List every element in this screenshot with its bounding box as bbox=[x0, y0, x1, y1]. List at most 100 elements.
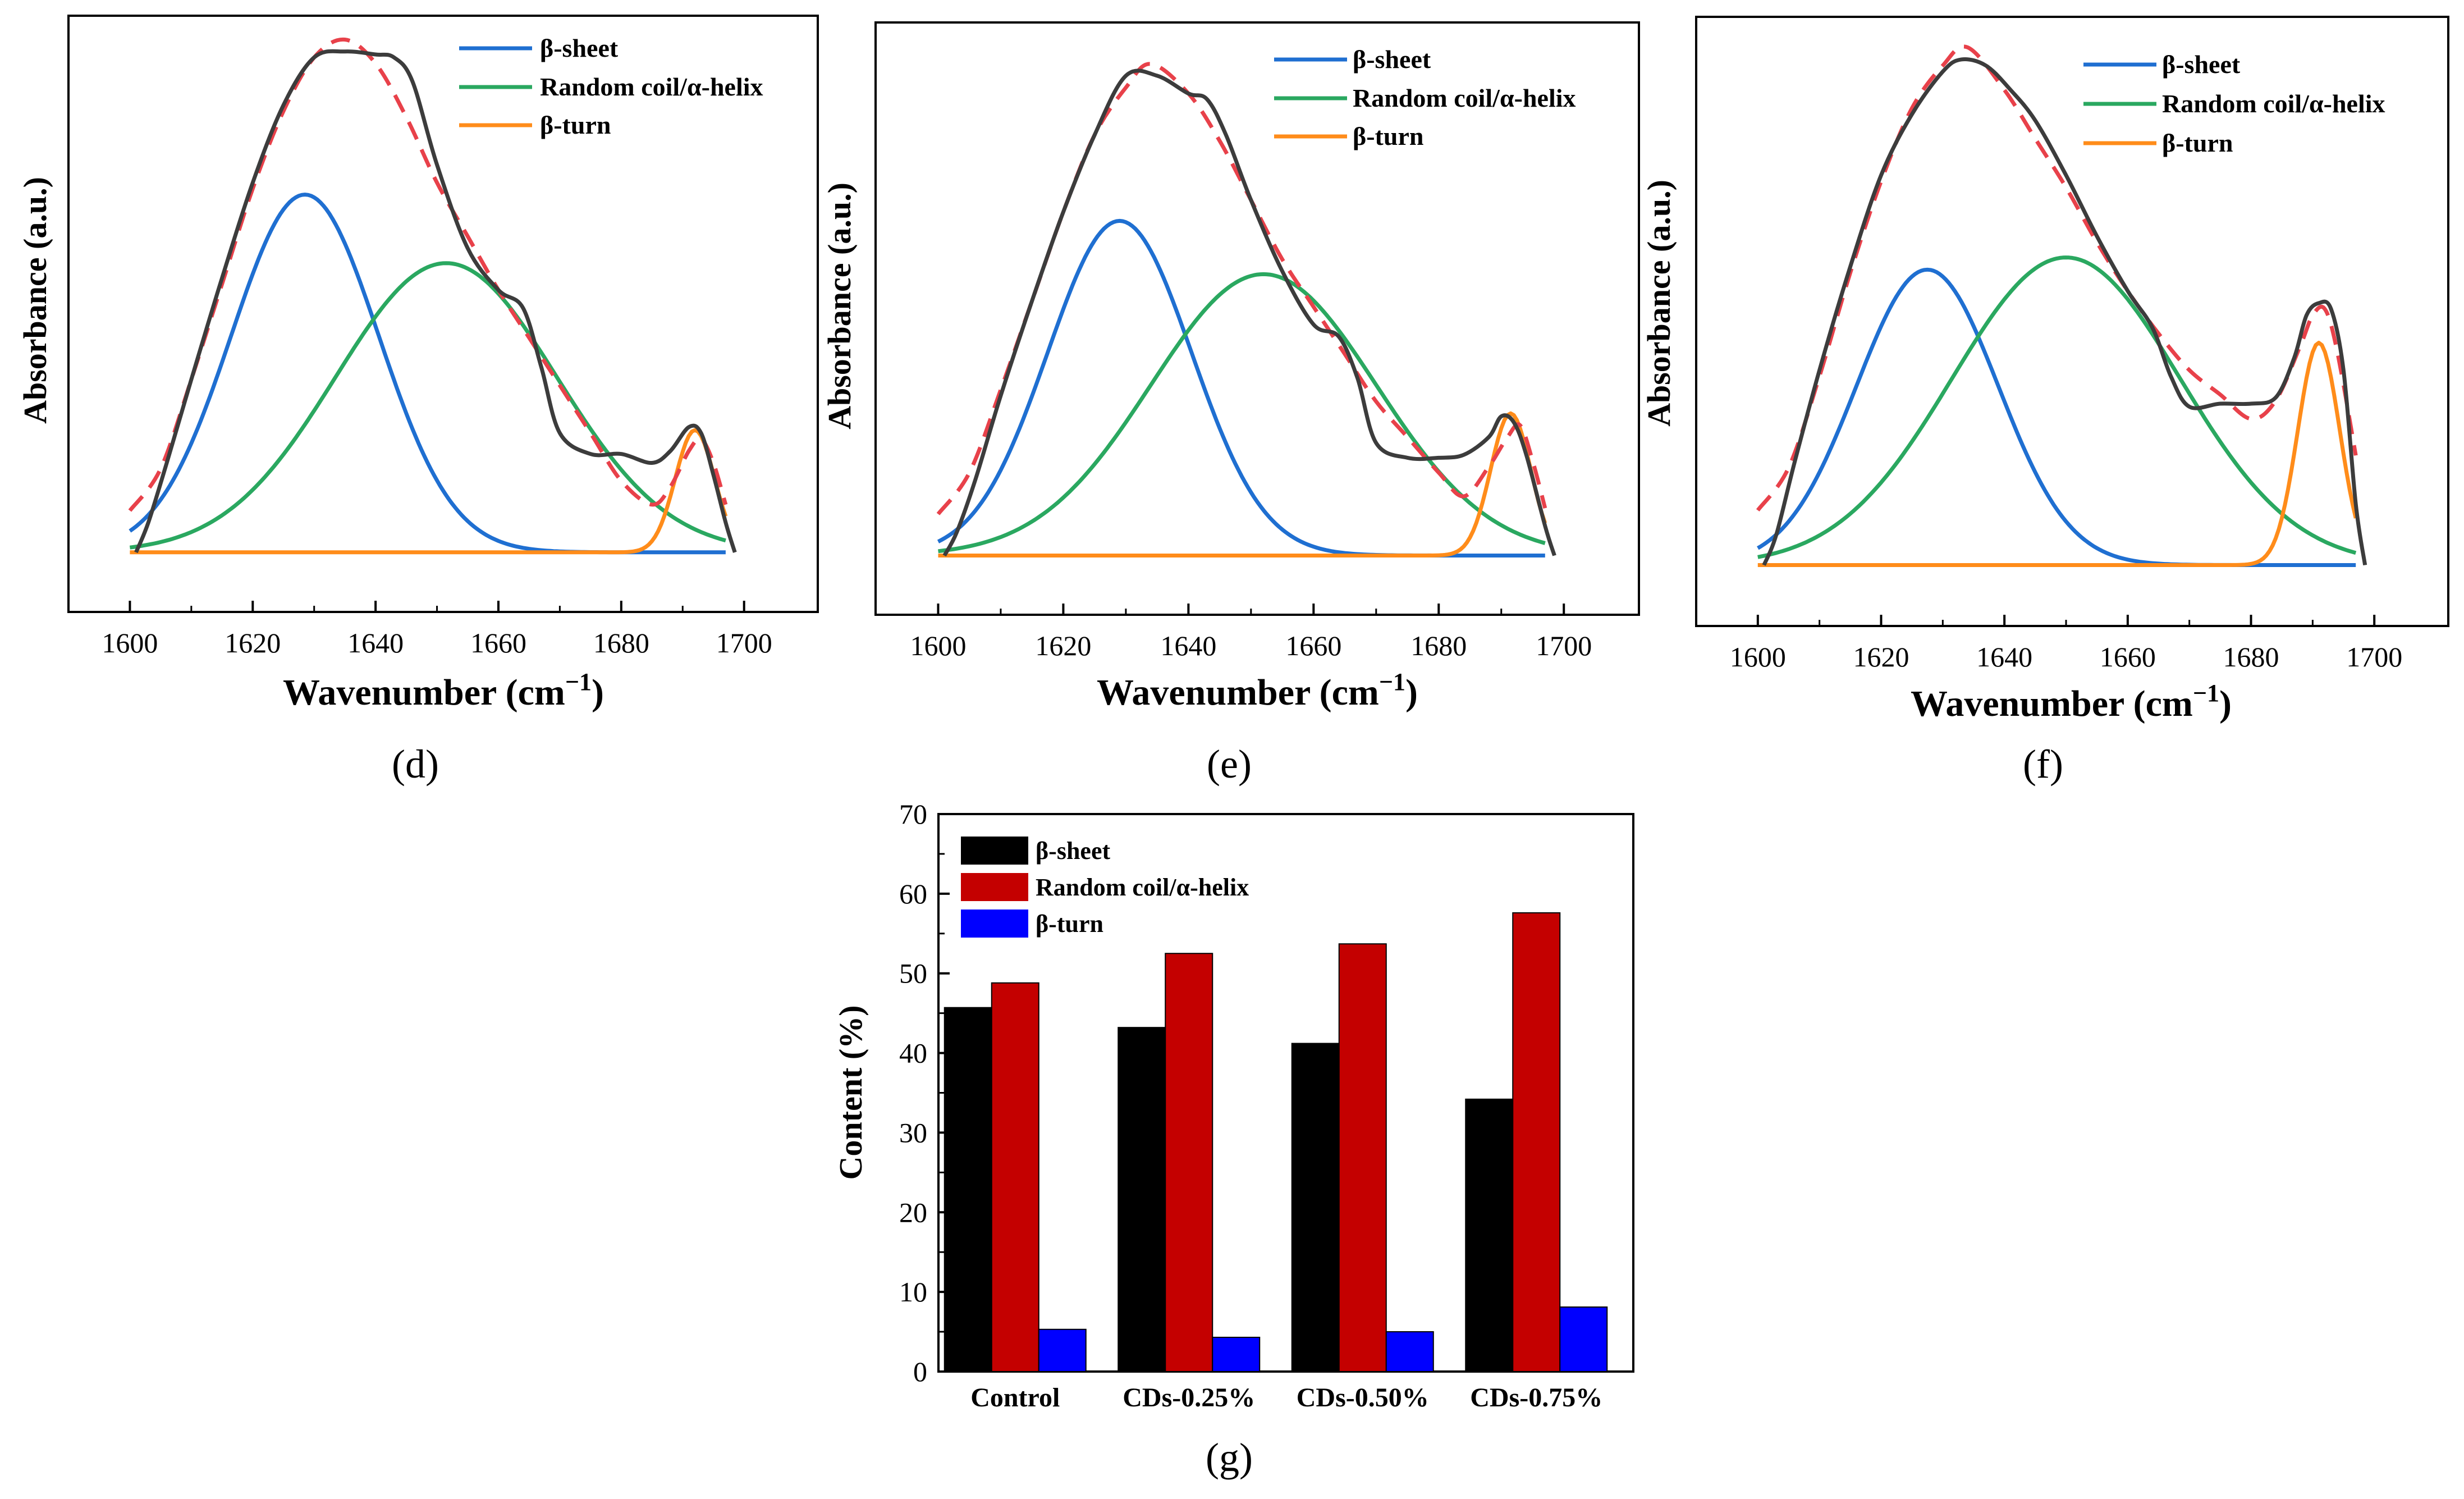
bar-turn-3 bbox=[1559, 1306, 1608, 1372]
curves-e bbox=[936, 62, 1556, 557]
x-tick-label-e-1600: 1600 bbox=[910, 630, 966, 661]
legend-label-sheet-f: β-sheet bbox=[2162, 50, 2241, 79]
bar-turn-1 bbox=[1212, 1337, 1261, 1373]
x-category-label-2: CDs-0.50% bbox=[1297, 1383, 1429, 1413]
x-ticks-d: 1600 1620 1640 1660 1680 1700 bbox=[102, 601, 772, 659]
legend-swatch-coil-g bbox=[961, 873, 1028, 901]
legend-label-coil-g: Random coil/α-helix bbox=[1036, 874, 1249, 901]
x-tick-label-f-1600: 1600 bbox=[1730, 641, 1786, 673]
raw-spectrum-curve-d bbox=[134, 49, 737, 554]
x-tick-label-d-1660: 1660 bbox=[470, 627, 526, 659]
plot-frame-d bbox=[67, 15, 819, 613]
panel-e: 1600 1620 1640 1660 1680 1700 β-sheet Random … bbox=[821, 21, 1640, 787]
plot-frame-e bbox=[874, 21, 1640, 616]
panel-g: 0 10 20 30 40 50 60 70 Control CDs-0.25% CDs-0.50… bbox=[832, 798, 1634, 1480]
x-category-label-1: CDs-0.25% bbox=[1123, 1383, 1255, 1413]
panel-label-d: (d) bbox=[392, 742, 439, 787]
x-axis-title-d: Wavenumber (cm−1) bbox=[283, 668, 604, 713]
legend-d: β-sheet Random coil/α-helix β-turn bbox=[459, 34, 763, 139]
y-tick-label-70: 70 bbox=[899, 798, 927, 830]
x-tick-label-f-1620: 1620 bbox=[1853, 641, 1909, 673]
x-tick-label-e-1700: 1700 bbox=[1536, 630, 1592, 661]
random-coil-curve-f bbox=[1757, 255, 2357, 559]
random-coil-curve-e bbox=[938, 272, 1546, 554]
legend-swatch-turn-g bbox=[961, 910, 1028, 938]
x-tick-label-d-1600: 1600 bbox=[102, 627, 158, 659]
x-tick-label-d-1700: 1700 bbox=[716, 627, 772, 659]
x-tick-label-e-1640: 1640 bbox=[1160, 630, 1216, 661]
panel-label-f: (f) bbox=[2023, 742, 2063, 787]
y-axis-title-g: Content (%) bbox=[832, 1006, 869, 1180]
fitted-sum-curve-e bbox=[936, 62, 1547, 515]
curves-d bbox=[128, 37, 737, 555]
y-tick-label-40: 40 bbox=[899, 1038, 927, 1069]
legend-swatch-sheet-g bbox=[961, 837, 1028, 865]
bar-sheet-0 bbox=[944, 1007, 992, 1373]
legend-f: β-sheet Random coil/α-helix β-turn bbox=[2083, 50, 2385, 157]
beta-turn-curve-e bbox=[938, 411, 1547, 557]
bars-g bbox=[944, 912, 1608, 1373]
x-tick-label-e-1680: 1680 bbox=[1410, 630, 1467, 661]
beta-sheet-curve-f bbox=[1757, 267, 2356, 567]
fitted-sum-curve-f bbox=[1756, 44, 2358, 512]
y-ticks-g: 0 10 20 30 40 50 60 70 bbox=[899, 798, 950, 1387]
raw-spectrum-curve-e bbox=[942, 68, 1556, 557]
x-tick-label-f-1680: 1680 bbox=[2223, 641, 2279, 673]
y-axis-title-d: Absorbance (a.u.) bbox=[17, 177, 53, 424]
x-tick-label-e-1620: 1620 bbox=[1035, 630, 1091, 661]
x-tick-label-f-1660: 1660 bbox=[2100, 641, 2156, 673]
bar-coil-0 bbox=[991, 982, 1039, 1373]
bar-sheet-1 bbox=[1117, 1027, 1166, 1372]
x-tick-label-d-1680: 1680 bbox=[593, 627, 649, 659]
plot-frame-f bbox=[1695, 16, 2449, 627]
curves-f bbox=[1756, 44, 2367, 567]
x-tick-label-d-1620: 1620 bbox=[225, 627, 281, 659]
y-axis-title-e: Absorbance (a.u.) bbox=[821, 182, 858, 429]
legend-label-coil-f: Random coil/α-helix bbox=[2162, 89, 2385, 118]
y-axis-title-f: Absorbance (a.u.) bbox=[1641, 180, 1677, 427]
x-axis-title-f: Wavenumber (cm−1) bbox=[1911, 679, 2232, 724]
bar-coil-2 bbox=[1338, 943, 1387, 1372]
legend-label-sheet-g: β-sheet bbox=[1036, 837, 1110, 865]
x-categories-g: Control CDs-0.25% CDs-0.50% CDs-0.75% bbox=[970, 1383, 1602, 1413]
legend-label-turn-d: β-turn bbox=[540, 111, 611, 139]
panel-label-g: (g) bbox=[1206, 1435, 1253, 1480]
legend-label-sheet-d: β-sheet bbox=[540, 34, 619, 62]
legend-e: β-sheet Random coil/α-helix β-turn bbox=[1274, 45, 1576, 150]
x-tick-label-d-1640: 1640 bbox=[347, 627, 404, 659]
x-tick-label-f-1700: 1700 bbox=[2346, 641, 2402, 673]
bar-sheet-2 bbox=[1291, 1043, 1340, 1372]
bar-turn-0 bbox=[1038, 1328, 1087, 1372]
random-coil-curve-d bbox=[129, 261, 726, 550]
y-tick-label-20: 20 bbox=[899, 1196, 927, 1228]
beta-sheet-curve-d bbox=[129, 193, 726, 555]
x-axis-title-e: Wavenumber (cm−1) bbox=[1097, 668, 1418, 713]
bar-coil-3 bbox=[1512, 912, 1561, 1372]
panel-f: 1600 1620 1640 1660 1680 1700 β-sheet Random … bbox=[1641, 16, 2449, 787]
legend-label-turn-g: β-turn bbox=[1036, 910, 1103, 938]
bar-sheet-3 bbox=[1465, 1098, 1514, 1372]
beta-sheet-curve-e bbox=[937, 218, 1545, 557]
x-tick-label-e-1660: 1660 bbox=[1285, 630, 1341, 661]
x-category-label-0: Control bbox=[970, 1383, 1060, 1413]
legend-label-coil-d: Random coil/α-helix bbox=[540, 72, 763, 101]
fitted-sum-curve-d bbox=[128, 37, 728, 512]
x-category-label-3: CDs-0.75% bbox=[1470, 1383, 1602, 1413]
panel-label-e: (e) bbox=[1207, 742, 1252, 787]
bar-coil-1 bbox=[1165, 953, 1213, 1372]
legend-label-coil-e: Random coil/α-helix bbox=[1353, 84, 1576, 112]
beta-turn-curve-f bbox=[1757, 341, 2358, 567]
legend-label-turn-e: β-turn bbox=[1353, 122, 1423, 150]
bar-turn-2 bbox=[1385, 1331, 1434, 1373]
beta-turn-curve-d bbox=[130, 428, 728, 555]
x-tick-label-f-1640: 1640 bbox=[1976, 641, 2032, 673]
y-tick-label-10: 10 bbox=[899, 1276, 927, 1308]
legend-label-sheet-e: β-sheet bbox=[1353, 45, 1431, 74]
y-tick-label-0: 0 bbox=[913, 1356, 927, 1387]
y-tick-label-60: 60 bbox=[899, 878, 927, 910]
x-ticks-e: 1600 1620 1640 1660 1680 1700 bbox=[910, 604, 1592, 661]
legend-g: β-sheet Random coil/α-helix β-turn bbox=[961, 837, 1249, 938]
y-tick-label-50: 50 bbox=[899, 958, 927, 989]
x-ticks-f: 1600 1620 1640 1660 1680 1700 bbox=[1730, 615, 2402, 673]
